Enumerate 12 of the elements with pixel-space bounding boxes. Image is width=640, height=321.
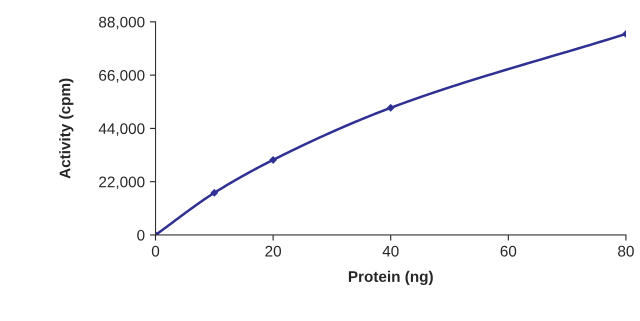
- y-tick-label: 0: [137, 230, 145, 241]
- y-tick-label: 44,000: [98, 123, 145, 136]
- x-tick-label: 0: [152, 246, 160, 257]
- x-tick-label: 60: [500, 246, 516, 257]
- y-tick-label: 22,000: [99, 176, 145, 190]
- x-axis-title: Protein (ng): [348, 270, 433, 286]
- x-tick-label: 20: [265, 246, 282, 257]
- x-tick-label: 80: [618, 246, 634, 257]
- x-tick-label: 40: [382, 246, 399, 257]
- y-tick-label: 88,000: [99, 16, 145, 30]
- y-tick-label: 66,000: [99, 70, 145, 83]
- y-axis-title: Activity (cpm): [59, 78, 74, 179]
